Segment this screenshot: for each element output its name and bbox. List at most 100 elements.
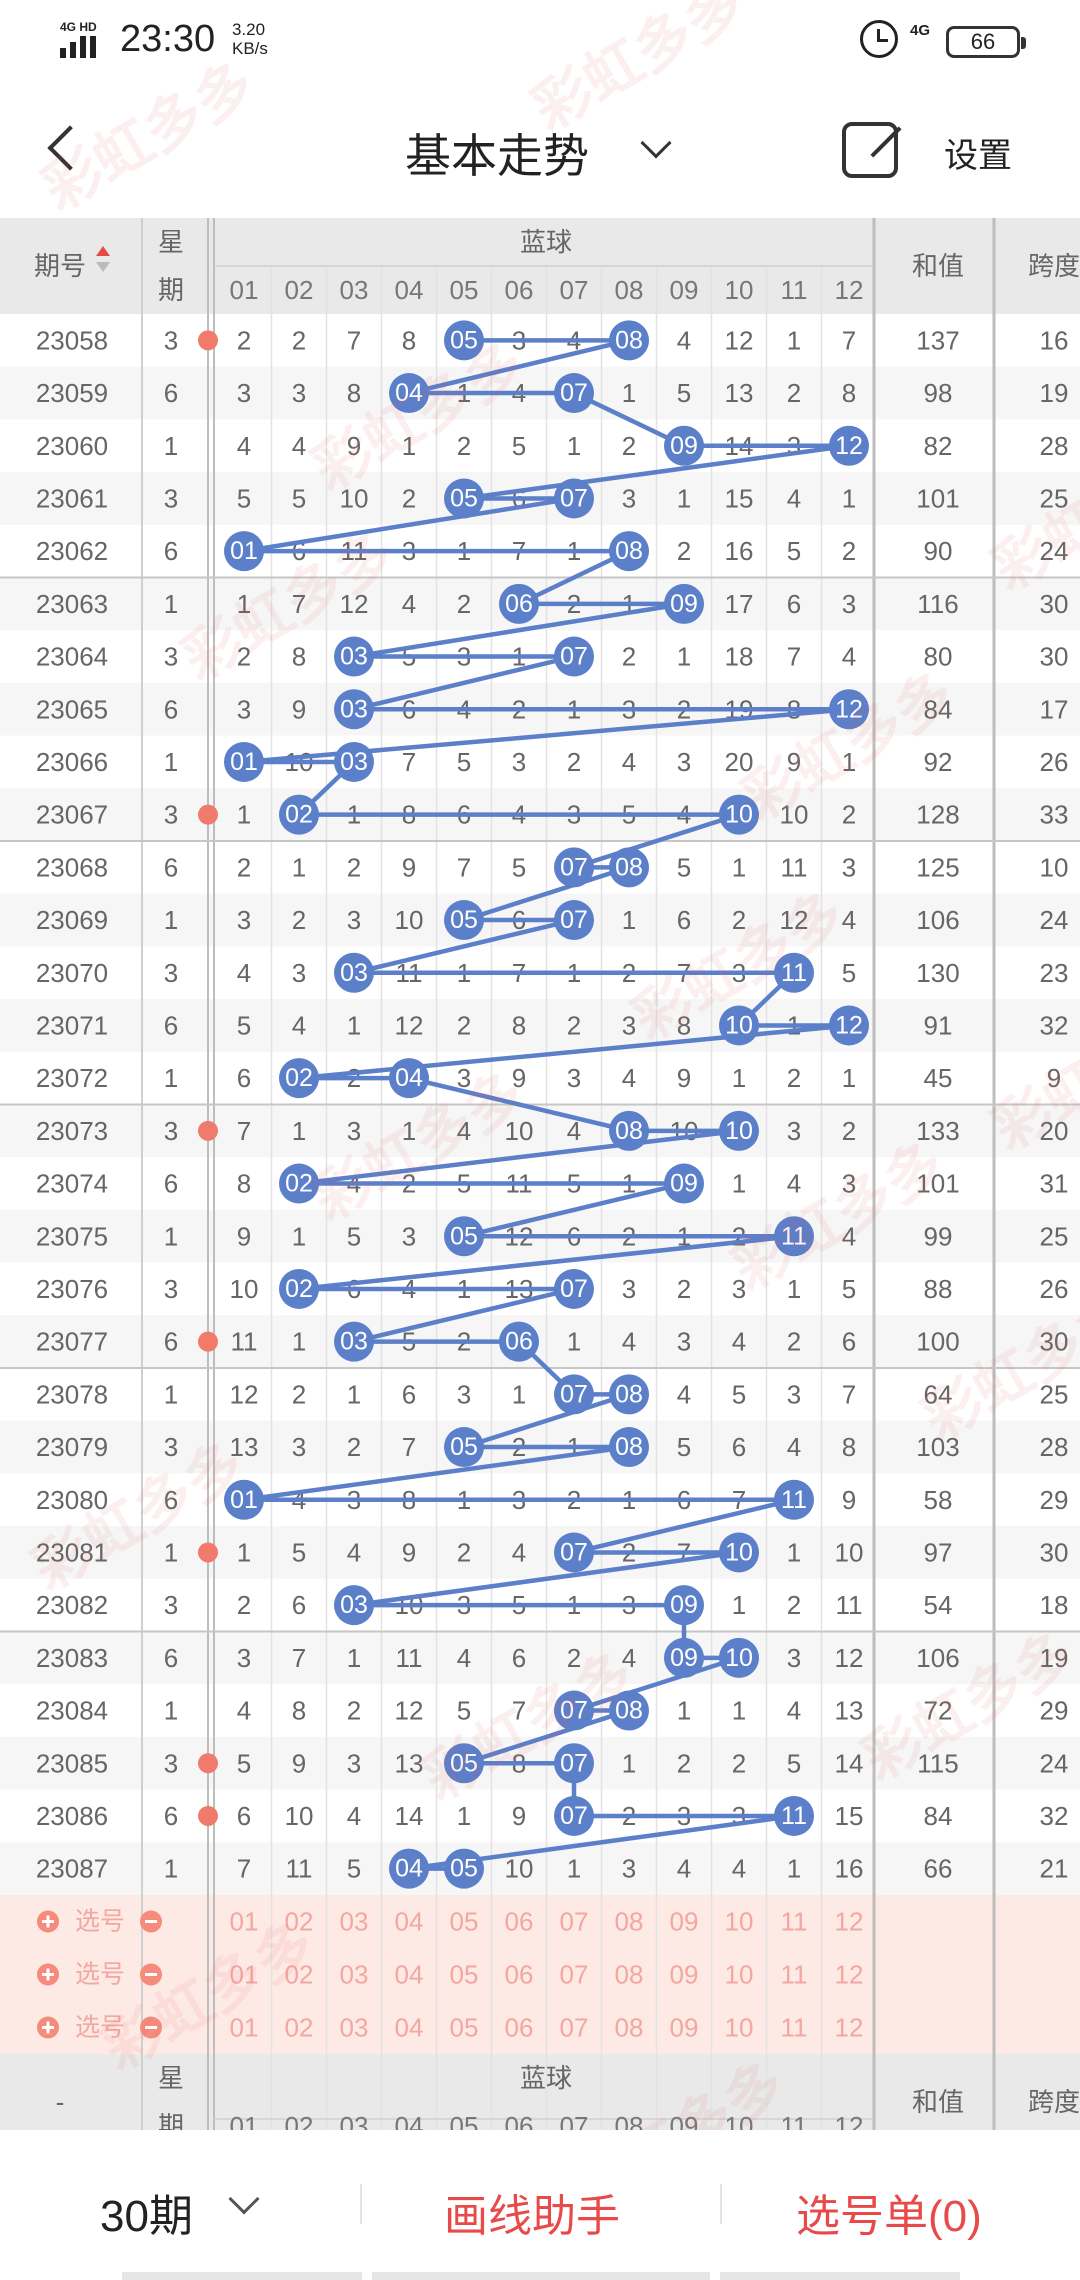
miss-cell: 6 [512, 1643, 526, 1673]
period-select[interactable]: 30期 [100, 2192, 193, 2241]
chevron-down-icon[interactable] [228, 2183, 260, 2215]
weekday-cell: 1 [164, 431, 178, 461]
miss-cell: 2 [237, 852, 251, 882]
miss-cell: 13 [230, 1432, 259, 1462]
miss-cell: 3 [842, 1169, 856, 1199]
share-icon[interactable] [842, 122, 902, 178]
pick-number: 09 [670, 1907, 699, 1937]
pick-number: 05 [450, 1960, 479, 1990]
ball-number: 07 [560, 906, 588, 934]
miss-cell: 10 [835, 1537, 864, 1567]
trend-line [573, 1655, 740, 1713]
ball-mark [224, 531, 264, 572]
ball-number: 08 [615, 326, 643, 354]
weekday-cell: 6 [164, 1485, 178, 1515]
miss-cell: 1 [347, 1379, 361, 1409]
trend-line [298, 1023, 850, 1081]
miss-cell: 10 [780, 800, 809, 830]
ball-number: 03 [340, 1591, 368, 1619]
header-ball-number: 04 [395, 275, 424, 305]
table-row [0, 1789, 1080, 1843]
miss-cell: 5 [842, 958, 856, 988]
miss-cell: 4 [567, 1116, 581, 1146]
span-cell: 30 [1040, 1537, 1069, 1567]
ball-mark [774, 1479, 814, 1520]
ball-number: 02 [285, 1064, 313, 1092]
draw-helper-button[interactable]: 画线助手 [444, 2192, 620, 2241]
ball-number: 05 [450, 1433, 478, 1461]
footer-period: - [56, 2087, 65, 2117]
pick-number: 06 [505, 1907, 534, 1937]
ball-number: 07 [560, 853, 588, 881]
table-row [0, 999, 1080, 1052]
header-ball-number: 06 [505, 2111, 534, 2130]
page-title[interactable]: 基本走势 [405, 130, 589, 182]
ball-number: 07 [560, 1275, 588, 1303]
settings-button[interactable]: 设置 [944, 137, 1012, 175]
pick-number: 07 [560, 1907, 589, 1937]
ball-mark [554, 1532, 594, 1573]
miss-cell: 4 [237, 958, 251, 988]
miss-cell: 3 [512, 747, 526, 777]
ball-number: 10 [725, 1538, 753, 1566]
pick-list-button[interactable]: 选号单(0) [796, 2192, 982, 2241]
weekday-cell: 6 [164, 694, 178, 724]
trend-line [353, 601, 685, 659]
miss-cell: 4 [622, 1643, 636, 1673]
period-cell: 23075 [36, 1221, 108, 1251]
miss-cell: 1 [842, 747, 856, 777]
ball-mark [444, 320, 484, 361]
miss-cell: 8 [842, 1432, 856, 1462]
miss-cell: 7 [512, 1696, 526, 1726]
miss-cell: 17 [725, 589, 754, 619]
miss-cell: 3 [292, 958, 306, 988]
trend-line [463, 1392, 630, 1450]
ball-mark [829, 689, 869, 730]
miss-cell: 2 [567, 747, 581, 777]
span-cell: 26 [1040, 747, 1069, 777]
miss-cell: 7 [457, 852, 471, 882]
period-cell: 23084 [36, 1696, 108, 1726]
pick-number: 08 [615, 1907, 644, 1937]
sum-cell: 106 [916, 1643, 959, 1673]
ball-mark [334, 1585, 374, 1626]
miss-cell: 3 [622, 1010, 636, 1040]
miss-cell: 1 [237, 800, 251, 830]
pick-label: 选号 [75, 1908, 125, 1936]
pick-number: 01 [230, 1907, 259, 1937]
ball-number: 12 [835, 1011, 863, 1039]
trend-line [463, 1708, 630, 1766]
miss-cell: 2 [787, 1063, 801, 1093]
span-cell: 25 [1040, 1221, 1069, 1251]
ball-mark [444, 1216, 484, 1257]
miss-cell: 2 [842, 800, 856, 830]
miss-cell: 2 [732, 905, 746, 935]
red-marker [198, 1805, 218, 1826]
weekday-cell: 3 [164, 1274, 178, 1304]
weekday-cell: 1 [164, 1854, 178, 1884]
weekday-cell: 3 [164, 483, 178, 513]
period-cell: 23064 [36, 642, 108, 672]
miss-cell: 3 [237, 1643, 251, 1673]
chevron-down-icon[interactable] [640, 127, 672, 159]
miss-cell: 1 [622, 1748, 636, 1778]
pick-number: 06 [505, 2013, 534, 2043]
span-cell: 26 [1040, 1274, 1069, 1304]
miss-cell: 1 [842, 483, 856, 513]
miss-cell: 5 [732, 1379, 746, 1409]
pick-number: 03 [340, 1960, 369, 1990]
weekday-cell: 3 [164, 958, 178, 988]
miss-cell: 1 [732, 852, 746, 882]
ball-number: 12 [835, 695, 863, 723]
trend-line [518, 549, 630, 606]
ball-number: 10 [725, 801, 753, 829]
status-bar: 4G HD 23:30 3.20 KB/s 4G 66 [0, 0, 1080, 80]
pick-number: 02 [285, 1960, 314, 1990]
ball-number: 01 [230, 537, 258, 565]
trend-line [463, 865, 630, 923]
miss-cell: 4 [237, 1696, 251, 1726]
miss-cell: 10 [340, 483, 369, 513]
pick-number: 07 [560, 1960, 589, 1990]
pick-number: 11 [781, 2013, 808, 2043]
ball-number: 04 [395, 1855, 423, 1883]
